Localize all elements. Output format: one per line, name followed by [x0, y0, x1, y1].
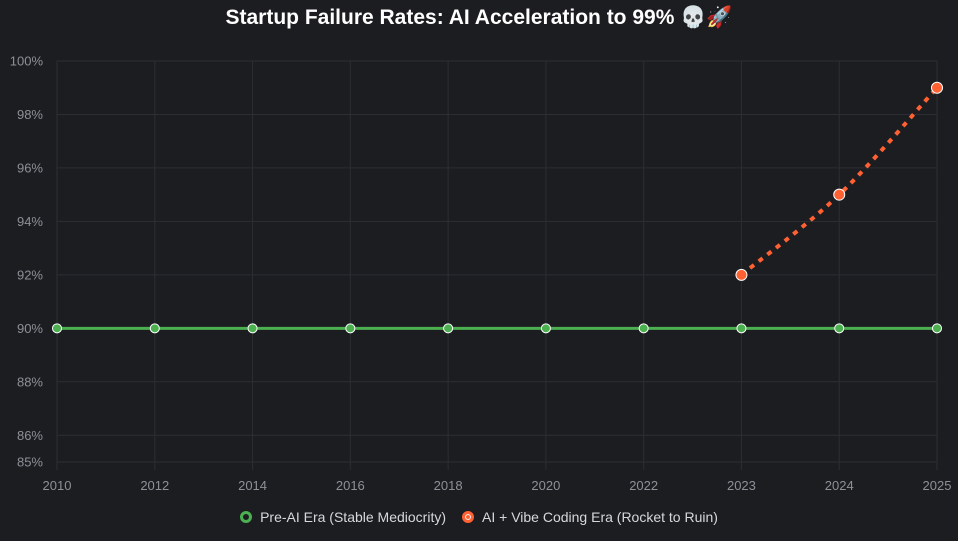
x-tick-label: 2024 — [825, 478, 854, 493]
data-point[interactable] — [247, 323, 258, 334]
data-point[interactable] — [540, 323, 551, 334]
legend-item-pre-ai[interactable]: Pre-AI Era (Stable Mediocrity) — [240, 509, 446, 525]
legend-swatch-pre-ai — [240, 511, 253, 523]
x-tick-label: 2018 — [434, 478, 463, 493]
chart-title: Startup Failure Rates: AI Acceleration t… — [225, 6, 733, 29]
data-point[interactable] — [52, 323, 62, 334]
legend: Pre-AI Era (Stable Mediocrity) AI + Vibe… — [0, 509, 958, 525]
data-point[interactable] — [638, 323, 649, 334]
y-tick-label: 90% — [17, 321, 43, 336]
x-tick-label: 2025 — [923, 478, 952, 493]
x-tick-label: 2012 — [140, 478, 169, 493]
x-tick-label: 2010 — [43, 478, 72, 493]
y-tick-label: 98% — [17, 107, 43, 122]
series-1 — [735, 81, 943, 281]
data-point[interactable] — [735, 268, 748, 281]
series-layer — [52, 81, 943, 334]
y-tick-label: 88% — [17, 374, 43, 389]
data-point[interactable] — [149, 323, 160, 334]
legend-swatch-ai-era — [462, 511, 475, 523]
y-tick-label: 92% — [17, 267, 43, 282]
y-tick-label: 86% — [17, 428, 43, 443]
y-tick-label: 94% — [17, 214, 43, 229]
x-axis: 2010 2012 2014 2016 2018 2020 2022 2023 2024 2025 — [43, 478, 952, 493]
data-point[interactable] — [345, 323, 356, 334]
data-point[interactable] — [931, 81, 943, 94]
x-tick-label: 2016 — [336, 478, 365, 493]
x-tick-label: 2020 — [531, 478, 560, 493]
data-point[interactable] — [833, 188, 846, 201]
y-tick-label: 96% — [17, 160, 43, 175]
x-tick-label: 2014 — [238, 478, 267, 493]
data-point[interactable] — [443, 323, 454, 334]
series-0 — [52, 323, 942, 334]
y-tick-label: 85% — [17, 455, 43, 470]
legend-label-pre-ai: Pre-AI Era (Stable Mediocrity) — [260, 509, 447, 525]
x-tick-label: 2022 — [629, 478, 658, 493]
x-tick-label: 2023 — [727, 478, 756, 493]
grid — [56, 60, 938, 470]
data-point[interactable] — [834, 323, 845, 334]
data-point[interactable] — [736, 323, 747, 334]
legend-item-ai-era[interactable]: AI + Vibe Coding Era (Rocket to Ruin) — [462, 509, 718, 525]
legend-label-ai-era: AI + Vibe Coding Era (Rocket to Ruin) — [482, 509, 718, 525]
data-point[interactable] — [932, 323, 942, 334]
y-axis: 85% 86% 88% 90% 92% 94% 96% 98% 100% — [10, 54, 44, 470]
y-tick-label: 100% — [10, 54, 44, 69]
